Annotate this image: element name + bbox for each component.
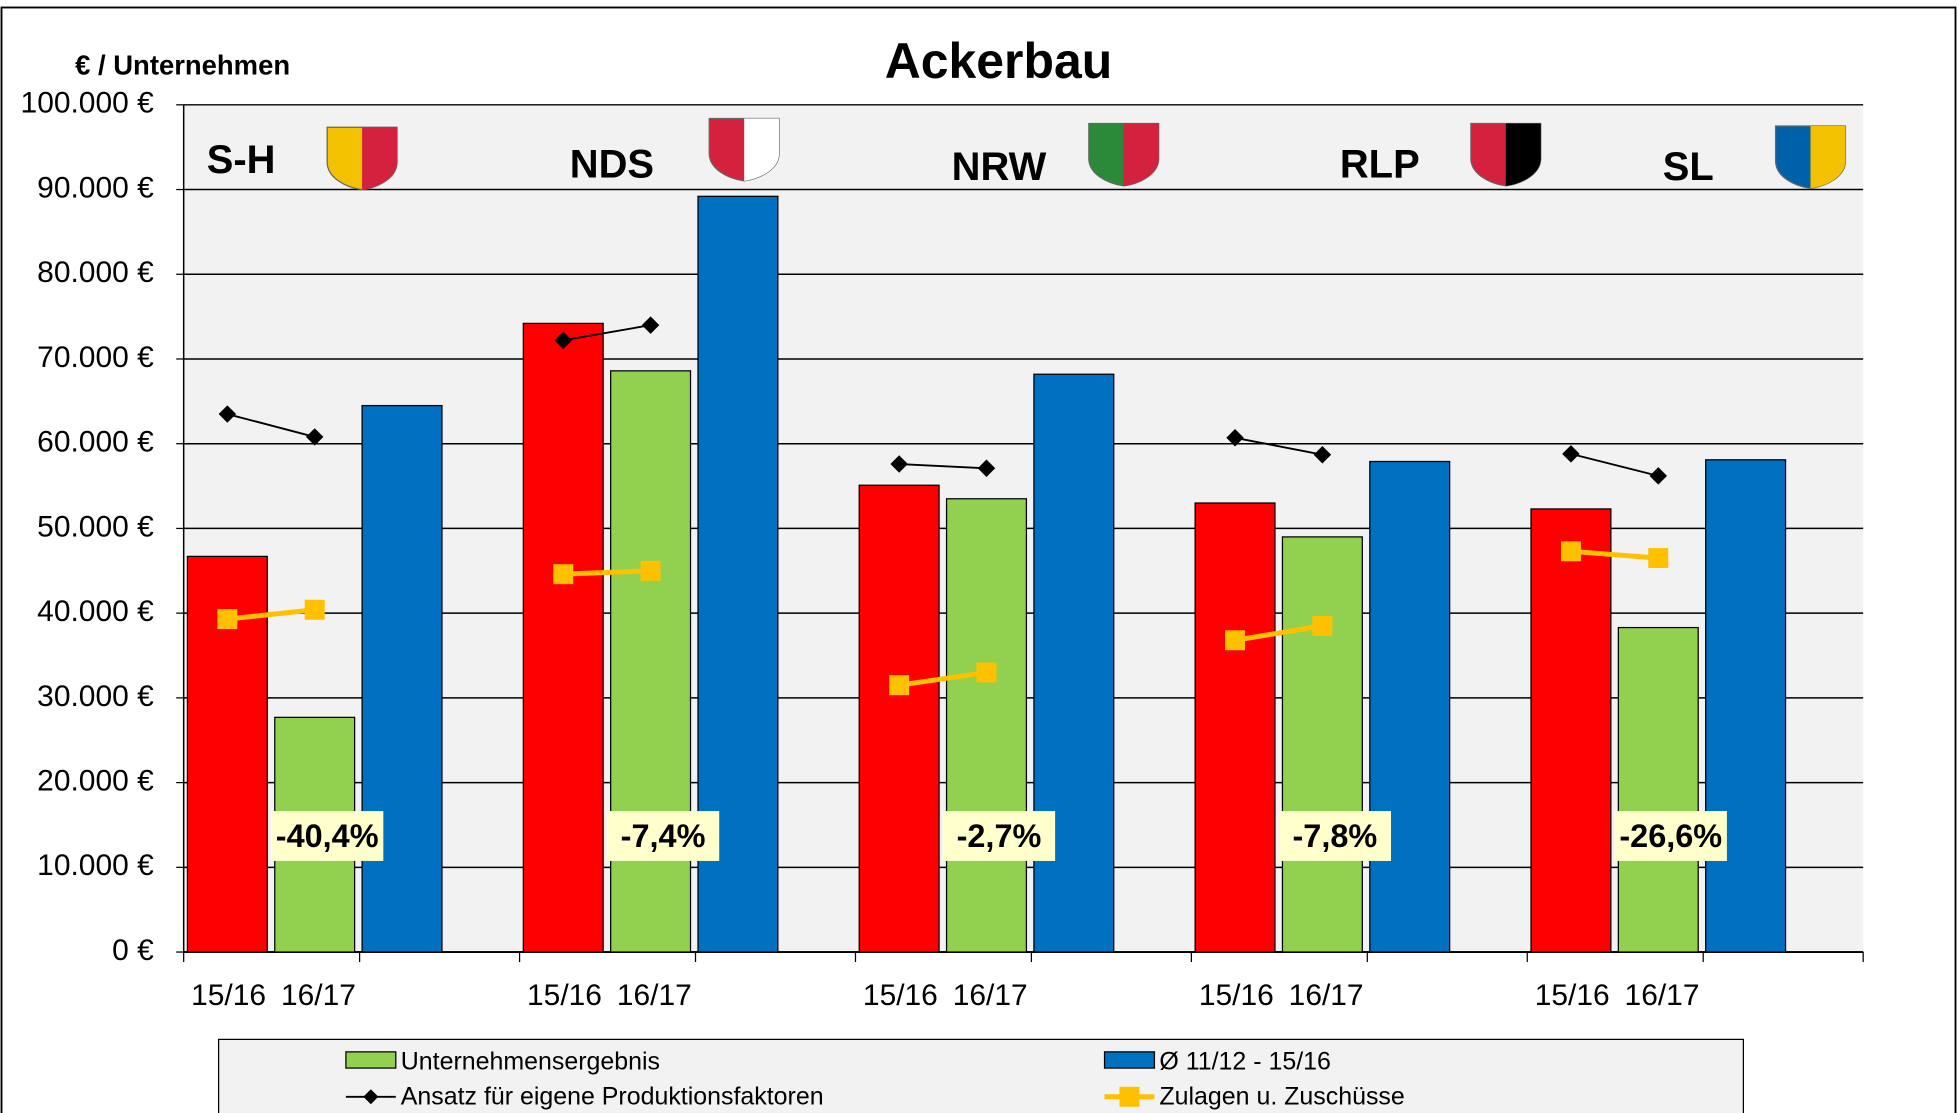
x-tick-label: 16/17: [953, 979, 1028, 1012]
bar: [522, 322, 604, 953]
change-label: -2,7%: [957, 818, 1042, 854]
line-segment: [898, 669, 987, 688]
line-segment: [1234, 436, 1323, 456]
x-tick-label: 15/16: [191, 979, 266, 1012]
diamond-marker: [1226, 429, 1244, 447]
group-label: NRW: [952, 145, 1047, 189]
diamond-marker: [890, 455, 908, 473]
group-label: RLP: [1340, 143, 1420, 187]
change-label-box: [942, 811, 1056, 861]
square-marker: [1225, 630, 1246, 651]
chart-title: Ackerbau: [885, 33, 1112, 89]
x-tick-label: 16/17: [1625, 979, 1700, 1012]
bar: [1194, 502, 1276, 953]
y-tick-label: 80.000 €: [37, 256, 154, 289]
square-marker: [1312, 615, 1333, 636]
bar: [858, 484, 940, 953]
coat-of-arms: [1123, 123, 1159, 186]
legend-marker: [1119, 1086, 1140, 1107]
y-tick-label: 50.000 €: [37, 510, 154, 543]
bar: [1530, 508, 1612, 953]
bar: [1617, 626, 1699, 953]
diamond-marker: [218, 405, 237, 423]
legend-swatch: [345, 1051, 397, 1069]
coat-of-arms: [744, 118, 780, 181]
y-axis-title: € / Unternehmen: [75, 50, 290, 81]
change-label-box: [1614, 811, 1727, 861]
square-marker: [304, 599, 325, 620]
y-tick-label: 60.000 €: [37, 426, 154, 459]
line-segment: [563, 324, 651, 342]
x-tick-label: 15/16: [863, 979, 938, 1012]
diamond-marker: [1562, 445, 1580, 463]
line-segment: [227, 607, 315, 622]
line-segment: [1570, 452, 1659, 477]
bar: [1369, 460, 1451, 953]
change-label: -7,4%: [621, 818, 706, 854]
line-segment: [227, 413, 315, 438]
legend-label: Ø 11/12 - 15/16: [1159, 1048, 1330, 1076]
legend-label: Zulagen u. Zuschüsse: [1159, 1083, 1404, 1111]
y-tick-label: 100.000 €: [21, 87, 155, 120]
change-label: -7,8%: [1292, 818, 1377, 854]
square-marker: [217, 609, 238, 630]
legend-label: Unternehmensergebnis: [401, 1048, 660, 1076]
line-segment: [1570, 548, 1659, 561]
change-label-box: [1278, 811, 1392, 861]
line-segment: [1234, 623, 1323, 643]
bar: [1033, 373, 1115, 953]
x-tick-label: 16/17: [281, 979, 356, 1012]
coat-of-arms: [362, 127, 398, 190]
square-marker: [1648, 548, 1669, 569]
legend: [217, 1038, 1744, 1113]
change-label: -26,6%: [1619, 818, 1722, 854]
x-tick-label: 15/16: [1535, 979, 1610, 1012]
x-tick-label: 16/17: [1289, 979, 1364, 1012]
diamond-marker: [1313, 445, 1332, 464]
y-tick-label: 30.000 €: [37, 680, 154, 713]
legend-swatch: [1103, 1051, 1156, 1069]
bar: [945, 498, 1028, 953]
x-tick-label: 15/16: [1199, 979, 1274, 1012]
diamond-marker: [977, 459, 996, 478]
x-tick-label: 16/17: [617, 979, 692, 1012]
square-marker: [889, 675, 910, 696]
coat-of-arms: [1505, 123, 1541, 186]
coat-of-arms: [1810, 126, 1846, 189]
y-tick-label: 40.000 €: [37, 595, 154, 628]
x-tick-label: 15/16: [527, 979, 602, 1012]
diamond-marker: [1649, 467, 1668, 485]
bar: [610, 370, 692, 953]
group-label: S-H: [207, 138, 276, 182]
square-marker: [976, 662, 997, 683]
square-marker: [1560, 541, 1581, 562]
y-tick-label: 70.000 €: [37, 341, 154, 374]
y-tick-label: 10.000 €: [37, 849, 154, 882]
bar: [1705, 459, 1787, 953]
line-segment: [899, 463, 987, 470]
square-marker: [640, 560, 661, 581]
y-tick-label: 0 €: [112, 934, 154, 967]
group-label: NDS: [570, 143, 654, 187]
change-label: -40,4%: [276, 818, 379, 854]
change-label-box: [271, 811, 384, 861]
bar: [1281, 536, 1363, 953]
diamond-marker: [305, 428, 324, 446]
line-segment: [563, 568, 651, 577]
legend-label: Ansatz für eigene Produktionsfaktoren: [401, 1083, 824, 1111]
group-label: SL: [1663, 145, 1714, 189]
change-label-box: [606, 811, 720, 861]
bar: [361, 404, 443, 953]
y-tick-label: 20.000 €: [37, 765, 154, 798]
y-tick-label: 90.000 €: [37, 171, 154, 204]
square-marker: [553, 564, 574, 585]
